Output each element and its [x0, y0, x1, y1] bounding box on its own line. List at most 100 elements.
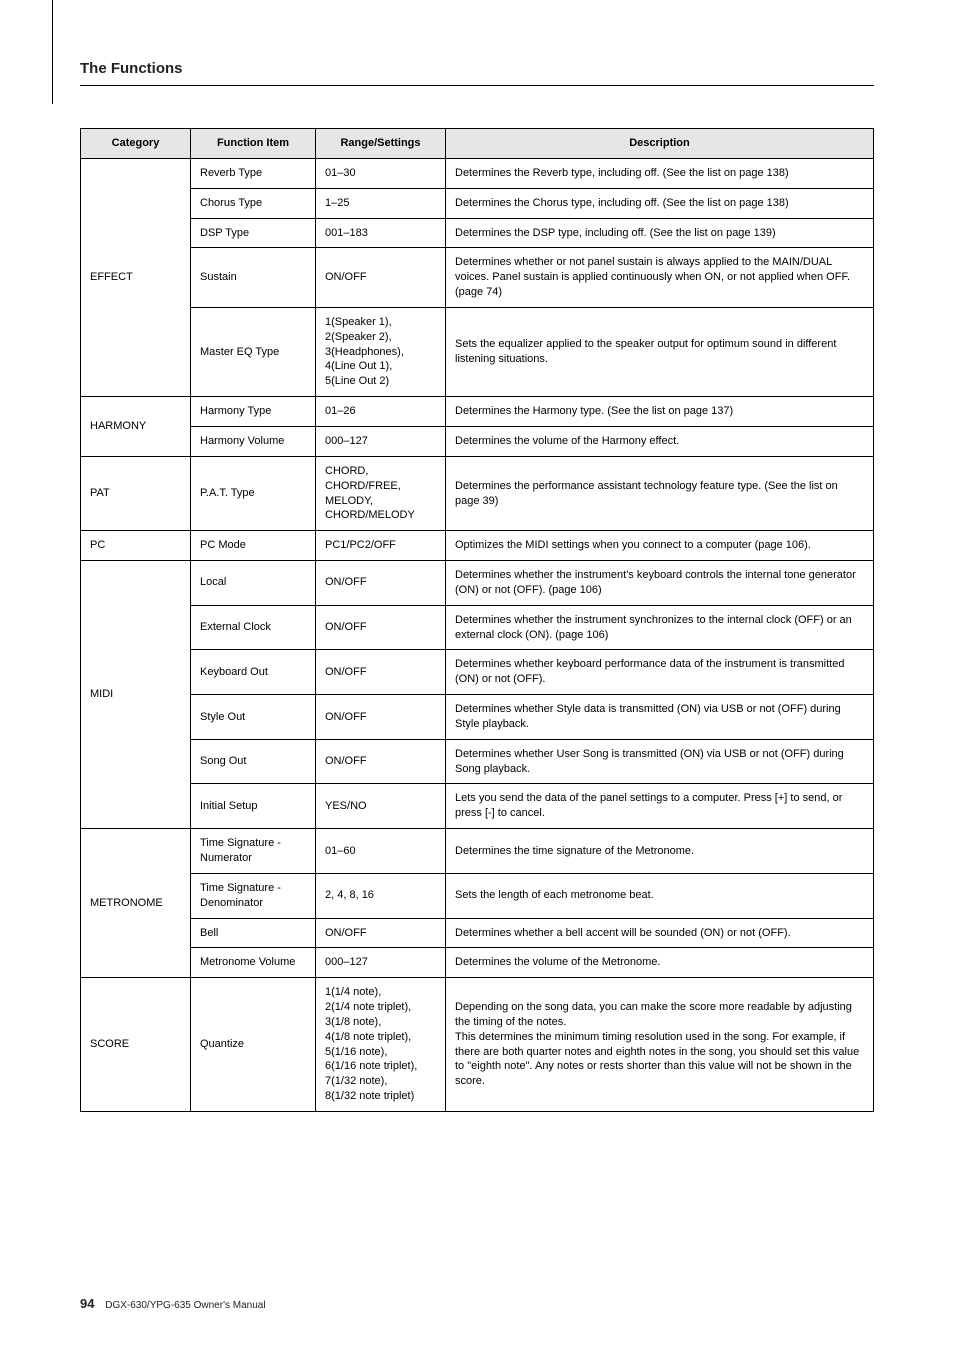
range-cell: 001–183: [316, 218, 446, 248]
range-cell: YES/NO: [316, 784, 446, 829]
range-cell: ON/OFF: [316, 918, 446, 948]
function-item-cell: Style Out: [191, 695, 316, 740]
function-item-cell: Metronome Volume: [191, 948, 316, 978]
header-range: Range/Settings: [316, 129, 446, 159]
page-number: 94: [80, 1296, 94, 1311]
function-item-cell: Keyboard Out: [191, 650, 316, 695]
description-cell: Optimizes the MIDI settings when you con…: [446, 531, 874, 561]
table-row: Harmony Volume000–127Determines the volu…: [81, 426, 874, 456]
range-cell: 2, 4, 8, 16: [316, 873, 446, 918]
table-body: EFFECTReverb Type01–30Determines the Rev…: [81, 158, 874, 1111]
description-cell: Determines whether the instrument synchr…: [446, 605, 874, 650]
category-cell: MIDI: [81, 561, 191, 829]
table-row: SustainON/OFFDetermines whether or not p…: [81, 248, 874, 308]
table-row: METRONOMETime Signature - Numerator01–60…: [81, 829, 874, 874]
range-cell: ON/OFF: [316, 561, 446, 606]
range-cell: PC1/PC2/OFF: [316, 531, 446, 561]
table-head: Category Function Item Range/Settings De…: [81, 129, 874, 159]
description-cell: Determines whether User Song is transmit…: [446, 739, 874, 784]
function-item-cell: Initial Setup: [191, 784, 316, 829]
table-row: DSP Type001–183Determines the DSP type, …: [81, 218, 874, 248]
range-cell: 1–25: [316, 188, 446, 218]
table-row: Initial SetupYES/NOLets you send the dat…: [81, 784, 874, 829]
left-rule: [52, 0, 53, 104]
range-cell: 01–30: [316, 158, 446, 188]
table-row: EFFECTReverb Type01–30Determines the Rev…: [81, 158, 874, 188]
section-title: The Functions: [80, 60, 874, 77]
description-cell: Determines whether or not panel sustain …: [446, 248, 874, 308]
table-row: External ClockON/OFFDetermines whether t…: [81, 605, 874, 650]
description-cell: Determines whether Style data is transmi…: [446, 695, 874, 740]
header-category: Category: [81, 129, 191, 159]
description-cell: Determines the DSP type, including off. …: [446, 218, 874, 248]
function-item-cell: Local: [191, 561, 316, 606]
header-function-item: Function Item: [191, 129, 316, 159]
description-cell: Sets the length of each metronome beat.: [446, 873, 874, 918]
table-row: Style OutON/OFFDetermines whether Style …: [81, 695, 874, 740]
table-row: Metronome Volume000–127Determines the vo…: [81, 948, 874, 978]
table-row: Time Signature - Denominator2, 4, 8, 16S…: [81, 873, 874, 918]
description-cell: Determines the Reverb type, including of…: [446, 158, 874, 188]
description-cell: Depending on the song data, you can make…: [446, 978, 874, 1112]
range-cell: 01–60: [316, 829, 446, 874]
page-footer: 94 DGX-630/YPG-635 Owner's Manual: [80, 1296, 266, 1311]
description-cell: Determines the Harmony type. (See the li…: [446, 397, 874, 427]
function-item-cell: Reverb Type: [191, 158, 316, 188]
description-cell: Determines the time signature of the Met…: [446, 829, 874, 874]
range-cell: ON/OFF: [316, 739, 446, 784]
category-cell: PAT: [81, 456, 191, 530]
range-cell: 01–26: [316, 397, 446, 427]
table-row: SCOREQuantize1(1/4 note), 2(1/4 note tri…: [81, 978, 874, 1112]
table-row: HARMONYHarmony Type01–26Determines the H…: [81, 397, 874, 427]
page: The Functions Category Function Item Ran…: [0, 0, 954, 1351]
range-cell: 000–127: [316, 426, 446, 456]
function-item-cell: P.A.T. Type: [191, 456, 316, 530]
function-item-cell: PC Mode: [191, 531, 316, 561]
title-rule: [80, 85, 874, 86]
description-cell: Determines whether keyboard performance …: [446, 650, 874, 695]
function-item-cell: Harmony Type: [191, 397, 316, 427]
range-cell: ON/OFF: [316, 695, 446, 740]
table-row: Keyboard OutON/OFFDetermines whether key…: [81, 650, 874, 695]
description-cell: Determines whether the instrument's keyb…: [446, 561, 874, 606]
header-row: Category Function Item Range/Settings De…: [81, 129, 874, 159]
function-item-cell: Time Signature - Numerator: [191, 829, 316, 874]
functions-table: Category Function Item Range/Settings De…: [80, 128, 874, 1112]
function-item-cell: External Clock: [191, 605, 316, 650]
range-cell: ON/OFF: [316, 248, 446, 308]
function-item-cell: Time Signature - Denominator: [191, 873, 316, 918]
function-item-cell: DSP Type: [191, 218, 316, 248]
table-row: Master EQ Type1(Speaker 1), 2(Speaker 2)…: [81, 307, 874, 396]
description-cell: Determines the performance assistant tec…: [446, 456, 874, 530]
range-cell: ON/OFF: [316, 650, 446, 695]
range-cell: 1(1/4 note), 2(1/4 note triplet), 3(1/8 …: [316, 978, 446, 1112]
table-row: Song OutON/OFFDetermines whether User So…: [81, 739, 874, 784]
function-item-cell: Harmony Volume: [191, 426, 316, 456]
function-item-cell: Quantize: [191, 978, 316, 1112]
function-item-cell: Chorus Type: [191, 188, 316, 218]
table-row: PCPC ModePC1/PC2/OFFOptimizes the MIDI s…: [81, 531, 874, 561]
function-item-cell: Master EQ Type: [191, 307, 316, 396]
description-cell: Lets you send the data of the panel sett…: [446, 784, 874, 829]
category-cell: SCORE: [81, 978, 191, 1112]
function-item-cell: Song Out: [191, 739, 316, 784]
table-row: BellON/OFFDetermines whether a bell acce…: [81, 918, 874, 948]
range-cell: 000–127: [316, 948, 446, 978]
function-item-cell: Bell: [191, 918, 316, 948]
description-cell: Determines whether a bell accent will be…: [446, 918, 874, 948]
range-cell: CHORD, CHORD/FREE, MELODY, CHORD/MELODY: [316, 456, 446, 530]
category-cell: EFFECT: [81, 158, 191, 396]
category-cell: PC: [81, 531, 191, 561]
range-cell: 1(Speaker 1), 2(Speaker 2), 3(Headphones…: [316, 307, 446, 396]
table-row: PATP.A.T. TypeCHORD, CHORD/FREE, MELODY,…: [81, 456, 874, 530]
description-cell: Determines the volume of the Harmony eff…: [446, 426, 874, 456]
function-item-cell: Sustain: [191, 248, 316, 308]
range-cell: ON/OFF: [316, 605, 446, 650]
footer-text: DGX-630/YPG-635 Owner's Manual: [105, 1300, 265, 1311]
category-cell: HARMONY: [81, 397, 191, 457]
description-cell: Sets the equalizer applied to the speake…: [446, 307, 874, 396]
header-description: Description: [446, 129, 874, 159]
description-cell: Determines the Chorus type, including of…: [446, 188, 874, 218]
table-row: Chorus Type1–25Determines the Chorus typ…: [81, 188, 874, 218]
description-cell: Determines the volume of the Metronome.: [446, 948, 874, 978]
